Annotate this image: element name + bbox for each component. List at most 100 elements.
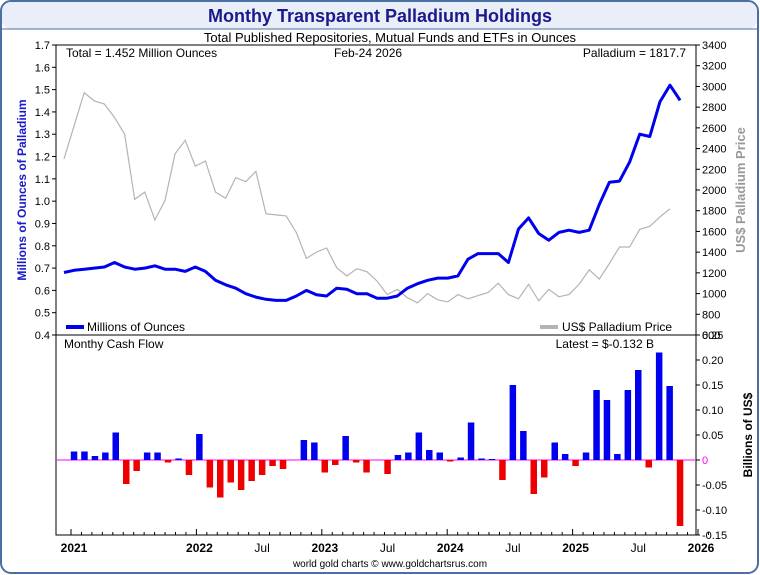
cashflow-bar-negative bbox=[123, 460, 130, 484]
y-tick-label-right: 1600 bbox=[702, 226, 726, 238]
cashflow-bar-positive bbox=[91, 456, 99, 460]
cashflow-y-tick-label: 0.25 bbox=[702, 330, 723, 342]
cashflow-bar-positive bbox=[112, 432, 119, 460]
y-tick-label-right: 2600 bbox=[702, 123, 726, 135]
x-tick-label: Jul bbox=[505, 541, 520, 555]
y-tick-label-left: 1.3 bbox=[35, 129, 50, 141]
y-tick-label-right: 2000 bbox=[702, 185, 726, 197]
cashflow-bar-negative bbox=[446, 460, 454, 462]
cashflow-y-tick-label: 0.15 bbox=[702, 380, 723, 392]
cashflow-bar-positive bbox=[196, 434, 203, 460]
cashflow-bar-positive bbox=[467, 422, 475, 460]
cashflow-bar-positive bbox=[311, 442, 318, 460]
y-tick-label-left: 1.4 bbox=[35, 107, 50, 119]
y-tick-label-left: 0.4 bbox=[35, 330, 50, 342]
cashflow-y-tick-label: -0.10 bbox=[702, 505, 727, 517]
latest-label: Latest = $-0.132 B bbox=[556, 337, 654, 351]
y-tick-label-right: 1000 bbox=[702, 289, 726, 301]
title-band bbox=[2, 2, 757, 29]
x-tick-label: 2024 bbox=[437, 541, 464, 555]
cashflow-bar-positive bbox=[478, 458, 485, 460]
y-tick-label-left: 1.0 bbox=[35, 196, 50, 208]
cashflow-bar-positive bbox=[143, 452, 151, 460]
cashflow-bar-negative bbox=[645, 460, 652, 468]
cashflow-bar-positive bbox=[394, 455, 402, 460]
cashflow-bar-negative bbox=[541, 460, 548, 478]
cashflow-bar-negative bbox=[352, 460, 360, 463]
top-right-ticks: 600 800 1000 1200 1400 1600 1800 2000 2200 2400 26… bbox=[696, 40, 726, 342]
x-tick-label: Jul bbox=[380, 541, 395, 555]
cashflow-y-tick-label: 0.05 bbox=[702, 430, 723, 442]
cashflow-bar-negative bbox=[206, 460, 214, 488]
y-tick-label-left: 0.5 bbox=[35, 308, 50, 320]
cashflow-bar-positive bbox=[405, 452, 412, 460]
price-line bbox=[63, 91, 671, 304]
y-tick-label-right: 3000 bbox=[702, 81, 726, 93]
cashflow-bar-negative bbox=[279, 460, 287, 469]
top-series-group bbox=[63, 83, 682, 304]
cashflow-y-tick-label: 0 bbox=[702, 455, 708, 467]
cashflow-bar-positive bbox=[561, 454, 569, 460]
cashflow-y-tick-label: 0.10 bbox=[702, 405, 723, 417]
cashflow-bar-positive bbox=[102, 452, 109, 460]
cashflow-bar-positive bbox=[520, 431, 527, 460]
cashflow-bar-negative bbox=[185, 460, 193, 475]
y-tick-label-right: 800 bbox=[702, 309, 720, 321]
legend-label-price: US$ Palladium Price bbox=[562, 320, 672, 334]
cashflow-bar-positive bbox=[614, 454, 621, 460]
cashflow-bar-positive bbox=[300, 440, 308, 460]
x-axis-ticks: 2021 2022 Jul 2023 Jul 2024 Jul 2025 Jul 2026 bbox=[61, 529, 715, 555]
cashflow-bar-positive bbox=[342, 436, 349, 460]
cashflow-title: Monthy Cash Flow bbox=[64, 337, 164, 351]
cashflow-bar-negative bbox=[676, 460, 684, 526]
y-tick-label-left: 0.9 bbox=[35, 218, 50, 230]
cashflow-bar-positive bbox=[426, 450, 433, 460]
cashflow-bar-negative bbox=[363, 460, 370, 473]
price-label: Palladium = 1817.7 bbox=[583, 46, 686, 60]
y-tick-label-left: 1.7 bbox=[35, 40, 50, 52]
cashflow-bar-positive bbox=[624, 390, 632, 460]
cashflow-bar-negative bbox=[217, 460, 224, 498]
y-tick-label-right: 1200 bbox=[702, 268, 726, 280]
cashflow-bar-negative bbox=[237, 460, 245, 490]
cashflow-y-tick-label: -0.05 bbox=[702, 480, 727, 492]
y-tick-label-right: 3200 bbox=[702, 61, 726, 73]
cashflow-bar-negative bbox=[499, 460, 506, 480]
date-label: Feb-24 2026 bbox=[334, 46, 402, 60]
y-axis-label-right: US$ Palladium Price bbox=[733, 127, 748, 253]
cashflow-bar-positive bbox=[509, 385, 517, 460]
cashflow-bar-negative bbox=[248, 460, 255, 481]
cashflow-bar-positive bbox=[81, 451, 88, 460]
y-tick-label-right: 1400 bbox=[702, 247, 726, 259]
x-tick-label: 2025 bbox=[562, 541, 589, 555]
cashflow-bar-positive bbox=[603, 400, 611, 460]
cashflow-bar-positive bbox=[457, 457, 464, 460]
y-tick-label-left: 0.8 bbox=[35, 241, 50, 253]
x-tick-label: 2026 bbox=[688, 541, 715, 555]
x-tick-label: Jul bbox=[254, 541, 269, 555]
cashflow-bar-positive bbox=[154, 452, 161, 460]
cashflow-bar-negative bbox=[227, 460, 234, 483]
x-tick-label: 2021 bbox=[61, 541, 88, 555]
cashflow-bar-positive bbox=[582, 452, 590, 460]
bottom-bars-group bbox=[56, 352, 696, 526]
legend-label-holdings: Millions of Ounces bbox=[87, 320, 185, 334]
cashflow-bar-positive bbox=[551, 442, 558, 460]
chart-subtitle: Total Published Repositories, Mutual Fun… bbox=[204, 30, 577, 45]
cashflow-bar-negative bbox=[133, 460, 140, 471]
cashflow-bar-negative bbox=[164, 460, 172, 463]
footer-credit: world gold charts © www.goldchartsrus.co… bbox=[292, 559, 487, 570]
cashflow-bar-negative bbox=[332, 460, 339, 465]
x-tick-label: 2023 bbox=[311, 541, 338, 555]
cashflow-bar-negative bbox=[530, 460, 537, 494]
cashflow-bar-negative bbox=[258, 460, 266, 475]
cashflow-bar-positive bbox=[635, 370, 642, 460]
cashflow-bar-negative bbox=[384, 460, 391, 474]
y-tick-label-right: 2400 bbox=[702, 144, 726, 156]
y-axis-label-cashflow: Billions of US$ bbox=[741, 392, 755, 477]
x-tick-label: 2022 bbox=[186, 541, 213, 555]
y-tick-label-right: 600 bbox=[702, 330, 720, 342]
y-tick-label-left: 1.1 bbox=[35, 174, 50, 186]
y-tick-label-left: 0.7 bbox=[35, 263, 50, 275]
